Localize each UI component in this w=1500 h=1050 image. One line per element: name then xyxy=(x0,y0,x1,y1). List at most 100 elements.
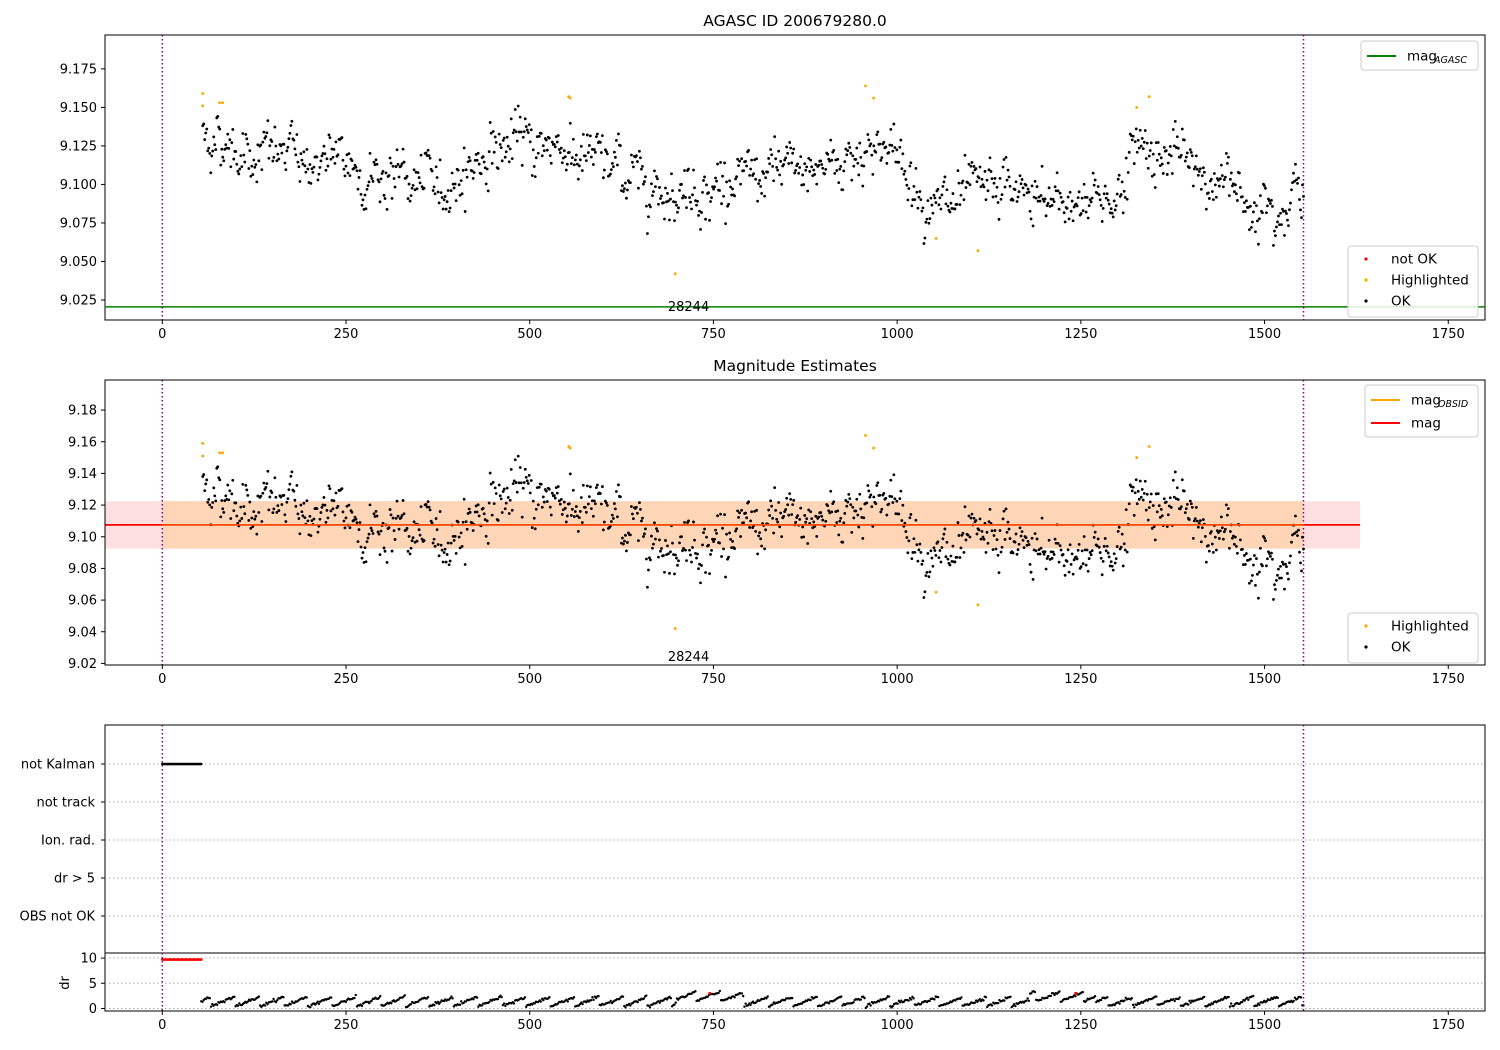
ok-point xyxy=(424,502,428,506)
ok-point xyxy=(490,513,494,517)
ok-point xyxy=(819,159,823,163)
ok-point xyxy=(996,201,1000,204)
ok-point xyxy=(1133,491,1137,495)
ok-point xyxy=(780,182,784,186)
ok-point xyxy=(605,503,609,507)
ok-point xyxy=(1087,204,1091,208)
ok-point xyxy=(791,151,795,155)
ok-point xyxy=(502,136,506,140)
ok-point xyxy=(306,167,310,171)
ok-point xyxy=(763,547,767,551)
ok-point xyxy=(453,182,457,186)
ok-point xyxy=(882,491,886,495)
ok-point xyxy=(544,138,548,142)
ok-point xyxy=(911,551,915,554)
dr-point xyxy=(852,1001,855,1004)
ok-point xyxy=(671,541,674,545)
ok-point xyxy=(736,509,739,513)
ok-point xyxy=(1230,184,1234,188)
ok-point xyxy=(1062,564,1066,568)
ok-point xyxy=(447,563,451,567)
ok-point xyxy=(1164,149,1168,152)
ok-point xyxy=(248,500,252,504)
ok-point xyxy=(722,194,725,198)
dr-point xyxy=(1258,1003,1261,1007)
dr-point xyxy=(1189,1001,1192,1004)
ok-point xyxy=(411,183,415,187)
ok-point xyxy=(1049,550,1053,554)
ok-point xyxy=(786,151,790,155)
ok-point xyxy=(978,165,982,169)
x-tick-label: 1000 xyxy=(881,672,914,687)
ok-point xyxy=(971,171,975,175)
dr-point xyxy=(1058,990,1061,993)
ok-point xyxy=(1207,549,1211,553)
ok-point xyxy=(641,516,644,520)
ok-point xyxy=(722,547,725,551)
ok-point xyxy=(464,168,468,172)
ok-point xyxy=(656,177,659,181)
dr-point xyxy=(1202,995,1206,999)
dr-point xyxy=(597,994,600,998)
ok-point xyxy=(366,536,370,540)
ok-point xyxy=(624,533,627,537)
ok-point xyxy=(749,167,753,171)
ok-point xyxy=(465,527,469,531)
ok-point xyxy=(569,513,573,517)
ok-point xyxy=(273,125,277,129)
ok-point xyxy=(531,148,535,152)
ok-point xyxy=(1093,530,1097,534)
ok-point xyxy=(511,131,515,135)
ok-point xyxy=(684,196,687,199)
ok-point xyxy=(951,192,955,195)
ok-point xyxy=(705,535,708,539)
ok-point xyxy=(1134,478,1138,482)
ok-point xyxy=(371,532,375,535)
ok-point xyxy=(220,147,224,151)
dr-point xyxy=(878,1000,881,1003)
legend-label: not OK xyxy=(1391,252,1438,268)
ok-point xyxy=(586,151,590,154)
ok-point xyxy=(917,548,921,552)
ok-point xyxy=(1049,197,1053,201)
ok-point xyxy=(913,550,917,554)
ok-point xyxy=(659,197,662,200)
ok-point xyxy=(916,559,920,563)
ok-point xyxy=(667,552,670,556)
ok-point xyxy=(968,183,972,187)
ok-point xyxy=(325,157,329,161)
ok-point xyxy=(1155,510,1159,514)
ok-point xyxy=(892,122,896,126)
ok-point xyxy=(779,511,783,515)
ok-point xyxy=(333,161,337,165)
ok-point xyxy=(1228,177,1232,181)
ok-point xyxy=(204,482,208,486)
ok-point xyxy=(375,514,379,518)
ok-point xyxy=(488,471,492,475)
ok-point xyxy=(716,514,719,518)
ok-point xyxy=(229,165,233,169)
ok-point xyxy=(879,158,883,162)
ok-point xyxy=(1218,177,1222,181)
ok-point xyxy=(1095,544,1099,548)
ok-point xyxy=(244,132,248,136)
dr-point xyxy=(289,1003,292,1006)
ok-point xyxy=(1285,565,1288,569)
ok-point xyxy=(448,206,452,210)
ok-point xyxy=(852,516,856,520)
ok-point xyxy=(879,510,883,514)
ok-point xyxy=(379,529,383,533)
highlighted-point xyxy=(864,84,867,88)
ok-point xyxy=(804,520,808,524)
ok-point xyxy=(653,521,656,525)
ok-point xyxy=(949,201,953,205)
dr-point xyxy=(636,1000,639,1004)
ok-point xyxy=(527,473,531,477)
ok-point xyxy=(778,173,782,177)
highlighted-point xyxy=(872,446,876,450)
ok-point xyxy=(407,534,411,538)
ok-point xyxy=(1206,544,1210,547)
ok-point xyxy=(277,157,281,161)
ok-point xyxy=(381,169,385,173)
ok-point xyxy=(1172,144,1176,148)
